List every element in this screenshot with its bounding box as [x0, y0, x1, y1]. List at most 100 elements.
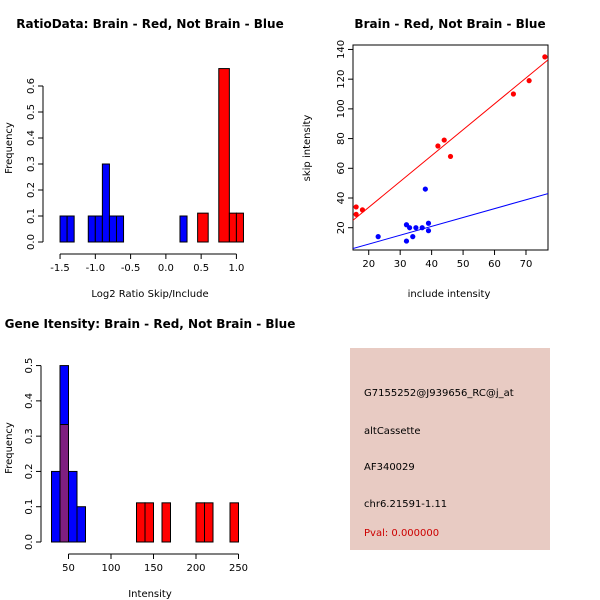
scatter-point-not-brain-9	[425, 220, 432, 226]
intensity-x-tick-label: 200	[186, 563, 205, 574]
scatter-point-brain-6	[510, 91, 517, 97]
ratio-x-tick-label: 0.5	[193, 263, 209, 274]
scatter-x-tick-label: 40	[425, 259, 438, 270]
scatter-point-not-brain-6	[419, 225, 425, 231]
intensity-bar-brain-0	[59, 424, 69, 543]
scatter-y-axis-label: skip intensity	[302, 115, 313, 182]
ratio-x-axis-label: Log2 Ratio Skip/Include	[91, 289, 208, 300]
scatter-y-tick-label: 20	[336, 221, 347, 234]
scatter-x-tick-label: 60	[488, 259, 501, 270]
scatter-fit-line-not-brain	[353, 193, 548, 249]
ratio-y-tick-label: 0.6	[26, 78, 37, 94]
ratio-bar-brain-3	[235, 212, 244, 243]
scatter-point-brain-7	[526, 78, 532, 84]
probe-id-text: G7155252@J939656_RC@j_at	[364, 388, 514, 399]
intensity-x-axis-label: Intensity	[128, 589, 172, 600]
scatter-point-brain-3	[435, 143, 441, 149]
scatter-plot-frame	[352, 44, 549, 251]
ratio-bar-not-brain-3	[94, 215, 103, 243]
scatter-y-tick-label: 100	[336, 99, 347, 118]
ratio-x-tick-label: 0.0	[158, 263, 174, 274]
scatter-point-brain-1	[353, 204, 359, 210]
intensity-x-tick-label: 50	[62, 563, 75, 574]
scatter-point-brain-0	[353, 211, 359, 217]
intensity-bar-brain-4	[195, 502, 205, 543]
scatter-x-tick-label: 50	[457, 259, 470, 270]
scatter-point-brain-8	[542, 54, 548, 60]
ratio-bar-not-brain-4	[101, 163, 110, 243]
intensity-x-tick-label: 100	[101, 563, 120, 574]
intensity-bar-brain-1	[136, 502, 146, 543]
scatter-y-tick-label: 140	[336, 40, 347, 59]
scatter-x-tick-label: 70	[520, 259, 533, 270]
ratio-histogram-panel: RatioData: Brain - Red, Not Brain - Blue…	[4, 17, 284, 300]
ratio-bar-brain-0	[197, 212, 209, 243]
info-panel: G7155252@J939656_RC@j_at altCassette AF3…	[350, 348, 550, 550]
intensity-x-tick-label: 150	[144, 563, 163, 574]
intensity-x-tick-label: 250	[229, 563, 248, 574]
scatter-y-tick-label: 80	[336, 132, 347, 145]
ratio-y-tick-label: 0.3	[26, 156, 37, 172]
ratio-bar-brain-1	[218, 68, 230, 243]
ratio-bar-not-brain-1	[66, 215, 75, 243]
scatter-point-not-brain-5	[413, 225, 419, 231]
info-box-background	[350, 348, 550, 550]
intensity-scatter-panel: Brain - Red, Not Brain - Blue include in…	[302, 17, 549, 300]
pval-text: Pval: 0.000000	[364, 528, 439, 539]
ratio-bar-not-brain-0	[59, 215, 68, 243]
scatter-x-tick-label: 30	[394, 259, 407, 270]
intensity-y-tick-label: 0.0	[24, 534, 35, 550]
ratio-bar-not-brain-5	[108, 215, 117, 243]
ratio-bar-not-brain-2	[87, 215, 96, 243]
ratio-x-tick-label: -1.0	[86, 263, 106, 274]
ratio-y-tick-label: 0.5	[26, 104, 37, 120]
intensity-bar-brain-3	[161, 502, 171, 543]
intensity-bar-not-brain-3	[76, 506, 86, 543]
intensity-y-tick-label: 0.3	[24, 428, 35, 444]
event-type-text: altCassette	[364, 426, 421, 437]
ratio-bar-brain-2	[228, 212, 237, 243]
location-text: chr6.21591-1.11	[364, 499, 447, 510]
intensity-y-tick-label: 0.4	[24, 393, 35, 409]
scatter-chart-title: Brain - Red, Not Brain - Blue	[354, 17, 545, 31]
ratio-y-tick-label: 0.4	[26, 130, 37, 146]
scatter-point-not-brain-0	[375, 234, 381, 240]
ratio-y-tick-label: 0.1	[26, 208, 37, 224]
ratio-y-tick-label: 0.0	[26, 234, 37, 250]
scatter-point-not-brain-8	[425, 228, 432, 234]
ratio-x-tick-label: -0.5	[121, 263, 141, 274]
scatter-point-brain-2	[359, 207, 366, 213]
scatter-point-brain-5	[447, 153, 454, 160]
scatter-plot-area	[353, 54, 548, 249]
intensity-y-tick-label: 0.1	[24, 499, 35, 515]
scatter-x-axis-label: include intensity	[408, 289, 491, 300]
scatter-x-tick-label: 20	[362, 259, 375, 270]
scatter-y-tick-label: 40	[336, 192, 347, 205]
intensity-y-tick-label: 0.5	[24, 358, 35, 374]
intensity-bar-brain-2	[144, 502, 154, 543]
intensity-y-axis-label: Frequency	[4, 422, 15, 474]
accession-text: AF340029	[364, 462, 415, 473]
ratio-x-tick-label: -1.5	[50, 263, 70, 274]
gene-intensity-histogram-panel: Gene Itensity: Brain - Red, Not Brain - …	[4, 317, 295, 600]
scatter-y-tick-label: 120	[336, 70, 347, 89]
scatter-point-not-brain-7	[422, 186, 428, 192]
scatter-point-not-brain-4	[410, 234, 416, 240]
ratio-chart-title: RatioData: Brain - Red, Not Brain - Blue	[16, 17, 283, 31]
ratio-bar-not-brain-6	[115, 215, 125, 243]
scatter-point-not-brain-1	[403, 238, 410, 244]
intensity-bar-brain-5	[204, 502, 214, 543]
intensity-y-tick-label: 0.2	[24, 463, 35, 479]
intensity-bar-brain-6	[229, 502, 239, 543]
intensity-bar-not-brain-2	[68, 470, 78, 543]
scatter-point-brain-4	[441, 137, 447, 143]
ratio-y-tick-label: 0.2	[26, 182, 37, 198]
ratio-bar-not-brain-7	[179, 215, 188, 243]
scatter-y-tick-label: 60	[336, 162, 347, 175]
intensity-bar-not-brain-0	[51, 470, 61, 543]
ratio-x-tick-label: 1.0	[228, 263, 244, 274]
scatter-point-not-brain-3	[407, 225, 413, 231]
intensity-chart-title: Gene Itensity: Brain - Red, Not Brain - …	[5, 317, 296, 331]
scatter-fit-line-brain	[353, 59, 548, 221]
